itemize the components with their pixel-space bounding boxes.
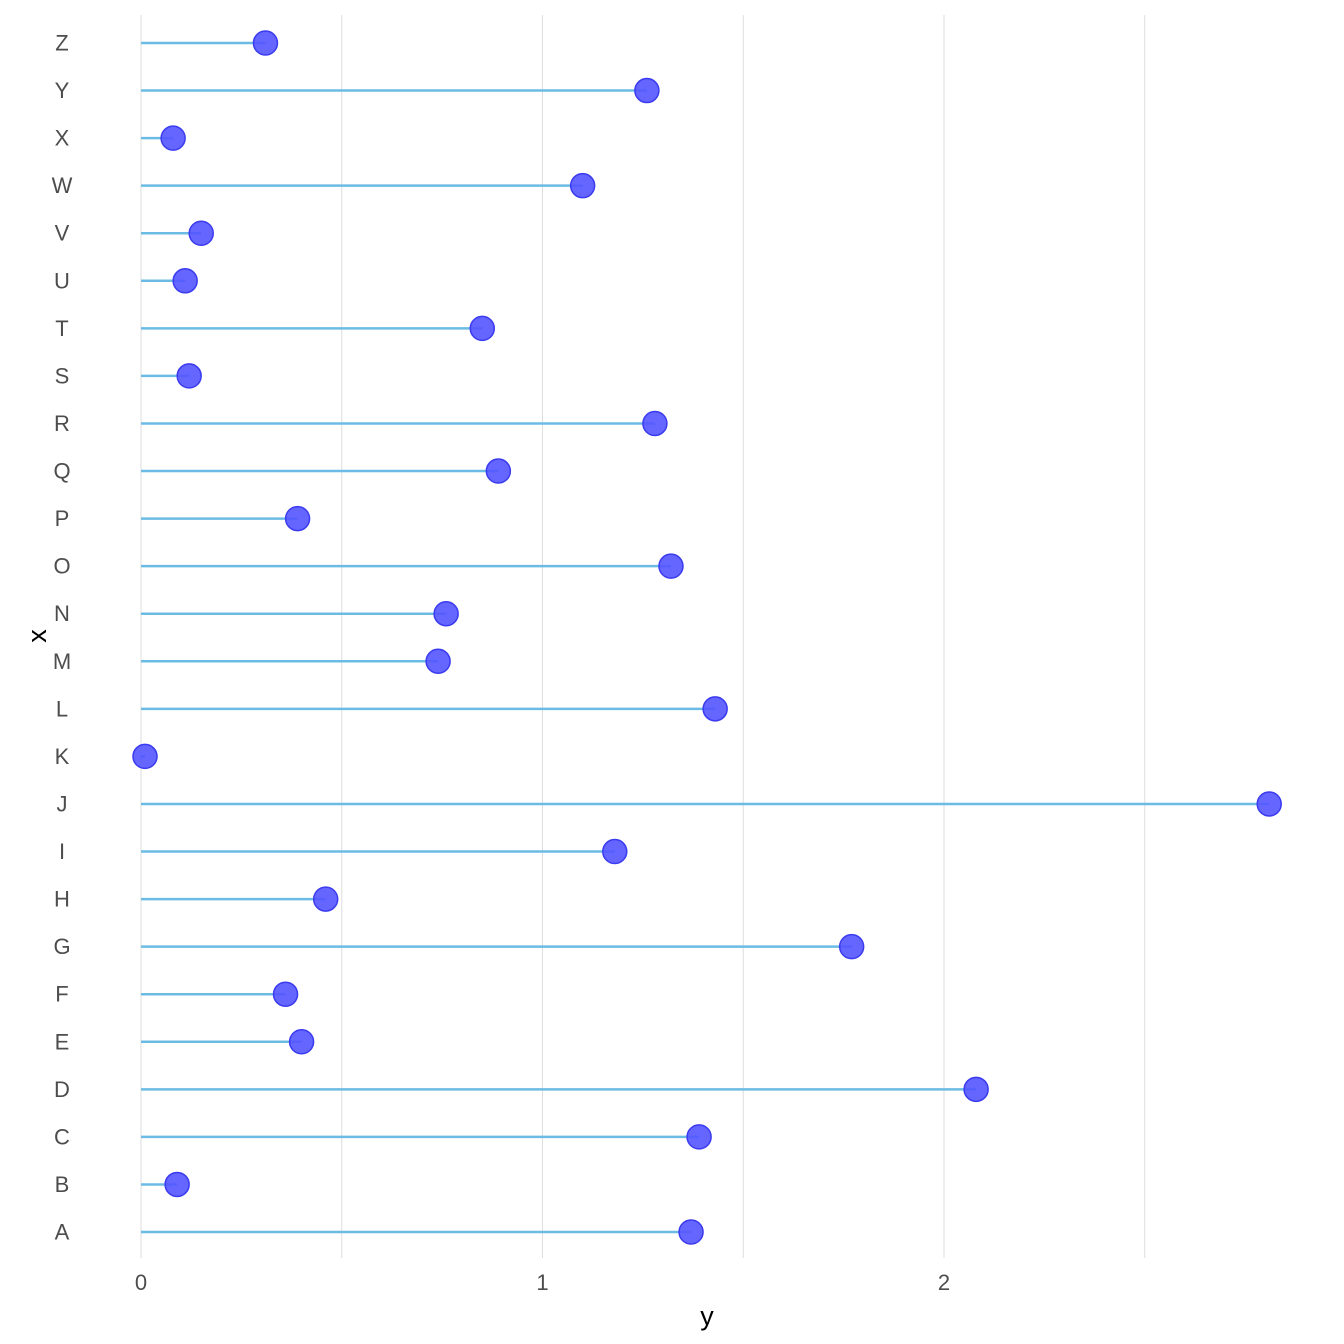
lollipop-point (312, 886, 339, 912)
lollipop-point (963, 1076, 989, 1103)
lollipop-point (164, 1171, 190, 1198)
y-tick-label: K (55, 744, 70, 769)
y-tick-label: E (55, 1029, 70, 1054)
y-tick-label: H (54, 887, 70, 912)
y-tick-label: A (55, 1220, 70, 1245)
y-tick-label: G (53, 934, 70, 959)
y-tick-label: X (55, 126, 70, 151)
y-tick-label: U (54, 268, 70, 293)
lollipop-point (702, 696, 728, 722)
lollipop-point (176, 363, 202, 389)
y-tick-label: V (55, 221, 70, 246)
y-tick-label: R (54, 411, 70, 436)
lollipop-point (634, 77, 660, 104)
y-tick-label: Q (53, 459, 70, 484)
lollipop-point (132, 743, 158, 770)
y-tick-label: I (59, 839, 65, 864)
y-tick-label: T (55, 316, 68, 341)
lollipop-point (252, 30, 279, 56)
y-tick-label: D (54, 1077, 70, 1102)
lollipop-point (569, 172, 596, 199)
lollipop-point (686, 1124, 712, 1150)
lollipop-point (485, 458, 512, 484)
lollipop-point (602, 838, 628, 865)
lollipop-point (425, 648, 451, 675)
lollipop-point (658, 553, 684, 579)
y-tick-label: C (54, 1124, 70, 1149)
lollipop-point (272, 981, 299, 1007)
y-tick-label: B (55, 1172, 70, 1197)
lollipop-point (172, 268, 198, 294)
points-layer (132, 30, 1282, 1245)
y-tick-label: N (54, 601, 70, 626)
lollipop-point (284, 505, 311, 532)
lollipop-point (838, 933, 865, 960)
y-tick-label: W (52, 173, 73, 198)
y-tick-label: F (55, 982, 68, 1007)
y-tick-label: J (57, 791, 68, 816)
lollipop-point (188, 220, 214, 246)
y-tick-label: O (53, 554, 70, 579)
lollipop-point (160, 125, 186, 151)
x-tick-labels: 0 1 2 (135, 1270, 950, 1295)
y-tick-label: S (55, 363, 70, 388)
grid-layer (140, 15, 1146, 1258)
x-tick-label: 0 (135, 1270, 147, 1295)
lollipop-point (1256, 791, 1282, 817)
stems-layer (141, 41, 1270, 1234)
x-tick-label: 2 (938, 1270, 950, 1295)
y-tick-label: L (56, 696, 68, 721)
lollipop-point (288, 1029, 315, 1055)
y-tick-label: M (53, 649, 71, 674)
y-tick-label: P (55, 506, 70, 531)
y-tick-label: Z (55, 31, 68, 56)
lollipop-point (433, 600, 459, 627)
lollipop-point (678, 1219, 704, 1245)
lollipop-point (469, 315, 496, 342)
y-tick-label: Y (55, 78, 70, 103)
x-tick-label: 1 (536, 1270, 548, 1295)
y-axis-title: x (22, 629, 52, 643)
lollipop-point (642, 410, 668, 437)
x-axis-title: y (700, 1301, 714, 1331)
